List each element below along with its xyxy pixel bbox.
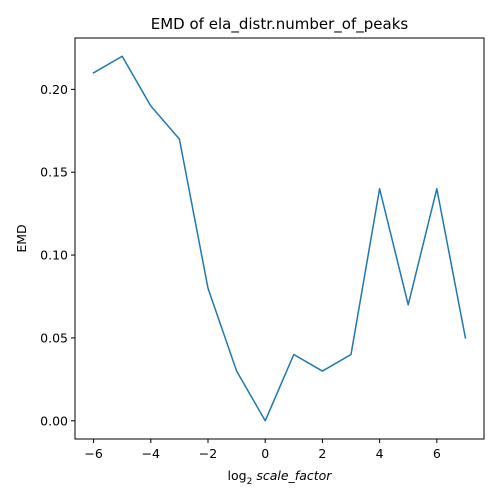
x-tick-label: −4 <box>142 446 160 461</box>
x-axis-label-variable: scale_factor <box>256 468 332 483</box>
y-tick-label: 0.00 <box>40 413 68 428</box>
y-tick-label: 0.15 <box>40 165 68 180</box>
plot-frame <box>74 37 485 440</box>
x-axis-label-base: 2 <box>247 477 253 487</box>
series-line-0 <box>92 55 467 422</box>
x-tick-label: −2 <box>199 446 217 461</box>
y-tick-label: 0.20 <box>40 82 68 97</box>
plot-area <box>92 55 467 422</box>
x-tick-label: 2 <box>318 446 326 461</box>
x-tick-label: 4 <box>376 446 384 461</box>
y-tick-label: 0.10 <box>40 248 68 263</box>
x-axis-ticks: −6 −4 −2 0 2 4 6 <box>84 439 441 461</box>
x-tick-label: −6 <box>84 446 102 461</box>
y-axis-ticks: 0.00 0.05 0.10 0.15 0.20 <box>40 82 75 428</box>
x-axis-label: log2 scale_factor <box>228 468 333 487</box>
x-tick-label: 6 <box>433 446 441 461</box>
chart-title: EMD of ela_distr.number_of_peaks <box>151 15 409 34</box>
y-axis-label: EMD <box>14 224 29 252</box>
y-tick-label: 0.05 <box>40 330 68 345</box>
x-tick-label: 0 <box>261 446 269 461</box>
x-axis-label-log: log <box>228 468 247 483</box>
